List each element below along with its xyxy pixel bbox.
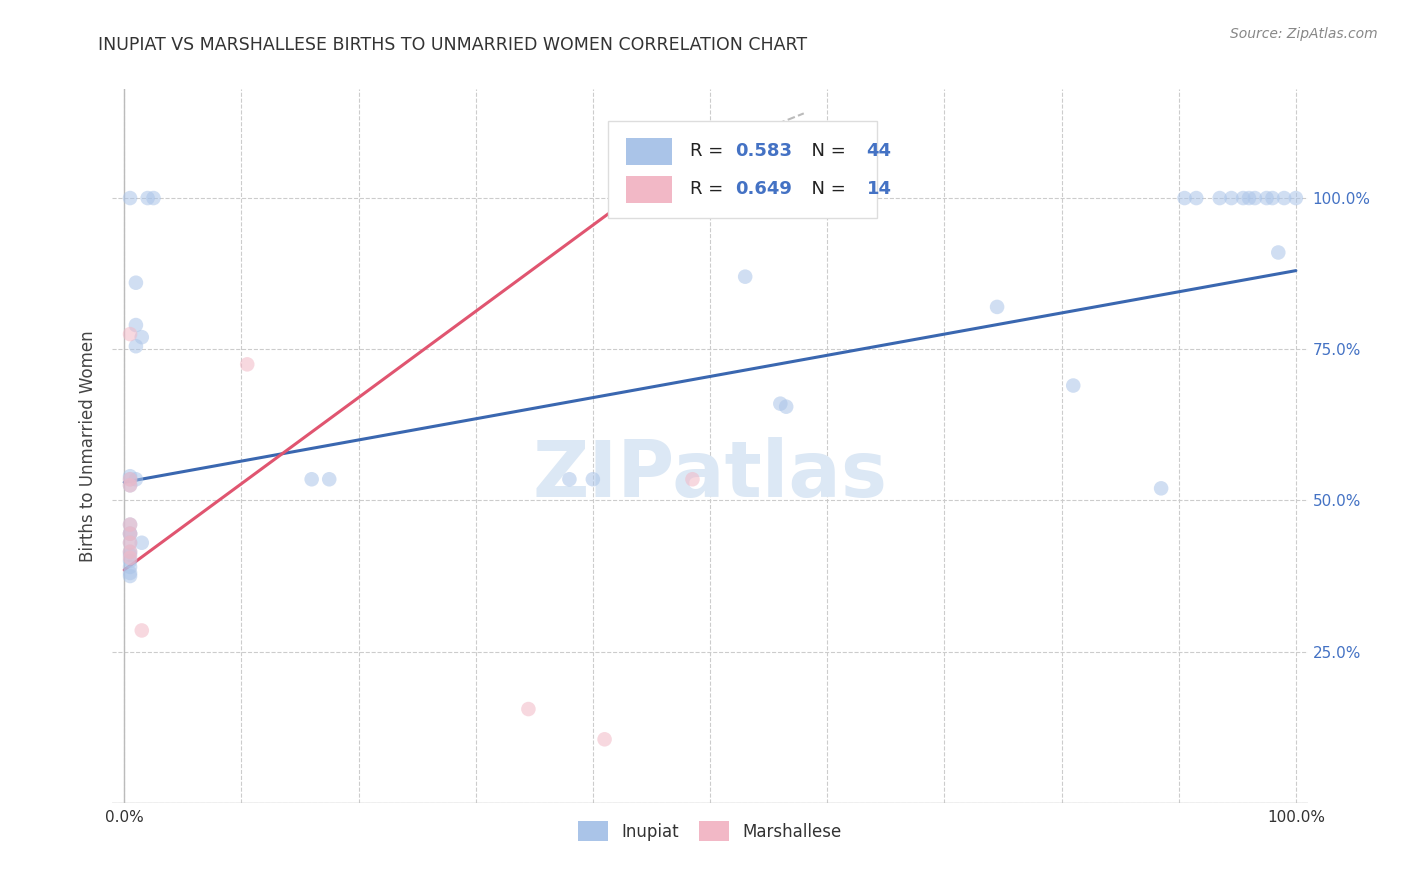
- Text: 0.583: 0.583: [735, 143, 792, 161]
- Point: [517, 702, 540, 716]
- Point: [120, 478, 141, 492]
- Point: [125, 339, 148, 353]
- FancyBboxPatch shape: [627, 176, 672, 202]
- Point: [1062, 378, 1084, 392]
- Point: [664, 158, 686, 172]
- Y-axis label: Births to Unmarried Women: Births to Unmarried Women: [79, 330, 97, 562]
- Legend: Inupiat, Marshallese: Inupiat, Marshallese: [572, 814, 848, 848]
- Point: [120, 517, 141, 532]
- Text: 0.649: 0.649: [735, 180, 792, 198]
- FancyBboxPatch shape: [627, 137, 672, 165]
- Text: N =: N =: [800, 143, 851, 161]
- Point: [125, 472, 148, 486]
- FancyBboxPatch shape: [609, 121, 877, 218]
- Point: [120, 472, 141, 486]
- Point: [769, 397, 792, 411]
- Point: [301, 472, 323, 486]
- Point: [131, 535, 153, 549]
- Text: Source: ZipAtlas.com: Source: ZipAtlas.com: [1230, 27, 1378, 41]
- Point: [120, 526, 141, 541]
- Point: [1256, 191, 1278, 205]
- Point: [318, 472, 340, 486]
- Point: [136, 191, 159, 205]
- Point: [120, 554, 141, 568]
- Point: [1267, 245, 1289, 260]
- Point: [125, 318, 148, 332]
- Point: [120, 535, 141, 549]
- Point: [1232, 191, 1254, 205]
- Point: [131, 330, 153, 344]
- Point: [986, 300, 1008, 314]
- Point: [236, 357, 259, 371]
- Point: [125, 276, 148, 290]
- Point: [593, 732, 616, 747]
- Point: [120, 569, 141, 583]
- Point: [120, 191, 141, 205]
- Point: [120, 545, 141, 559]
- Point: [1174, 191, 1197, 205]
- Point: [582, 472, 605, 486]
- Text: 44: 44: [866, 143, 891, 161]
- Text: INUPIAT VS MARSHALLESE BIRTHS TO UNMARRIED WOMEN CORRELATION CHART: INUPIAT VS MARSHALLESE BIRTHS TO UNMARRI…: [98, 36, 807, 54]
- Point: [120, 526, 141, 541]
- Point: [775, 400, 797, 414]
- Point: [120, 327, 141, 342]
- Text: ZIPatlas: ZIPatlas: [533, 436, 887, 513]
- Point: [1209, 191, 1232, 205]
- Text: 14: 14: [866, 180, 891, 198]
- Point: [1261, 191, 1284, 205]
- Point: [120, 545, 141, 559]
- Text: N =: N =: [800, 180, 851, 198]
- Point: [120, 560, 141, 574]
- Point: [1185, 191, 1208, 205]
- Text: R =: R =: [690, 180, 728, 198]
- Point: [120, 548, 141, 562]
- Point: [120, 469, 141, 483]
- Point: [120, 550, 141, 565]
- Point: [142, 191, 165, 205]
- Point: [1150, 481, 1173, 495]
- Point: [682, 472, 704, 486]
- Point: [1244, 191, 1267, 205]
- Point: [558, 472, 581, 486]
- Point: [1220, 191, 1243, 205]
- Point: [1237, 191, 1260, 205]
- Point: [120, 517, 141, 532]
- Point: [1285, 191, 1308, 205]
- Point: [131, 624, 153, 638]
- Point: [1272, 191, 1295, 205]
- Point: [120, 478, 141, 492]
- Point: [734, 269, 756, 284]
- Text: R =: R =: [690, 143, 728, 161]
- Point: [120, 526, 141, 541]
- Point: [120, 535, 141, 549]
- Point: [120, 472, 141, 486]
- Point: [120, 566, 141, 580]
